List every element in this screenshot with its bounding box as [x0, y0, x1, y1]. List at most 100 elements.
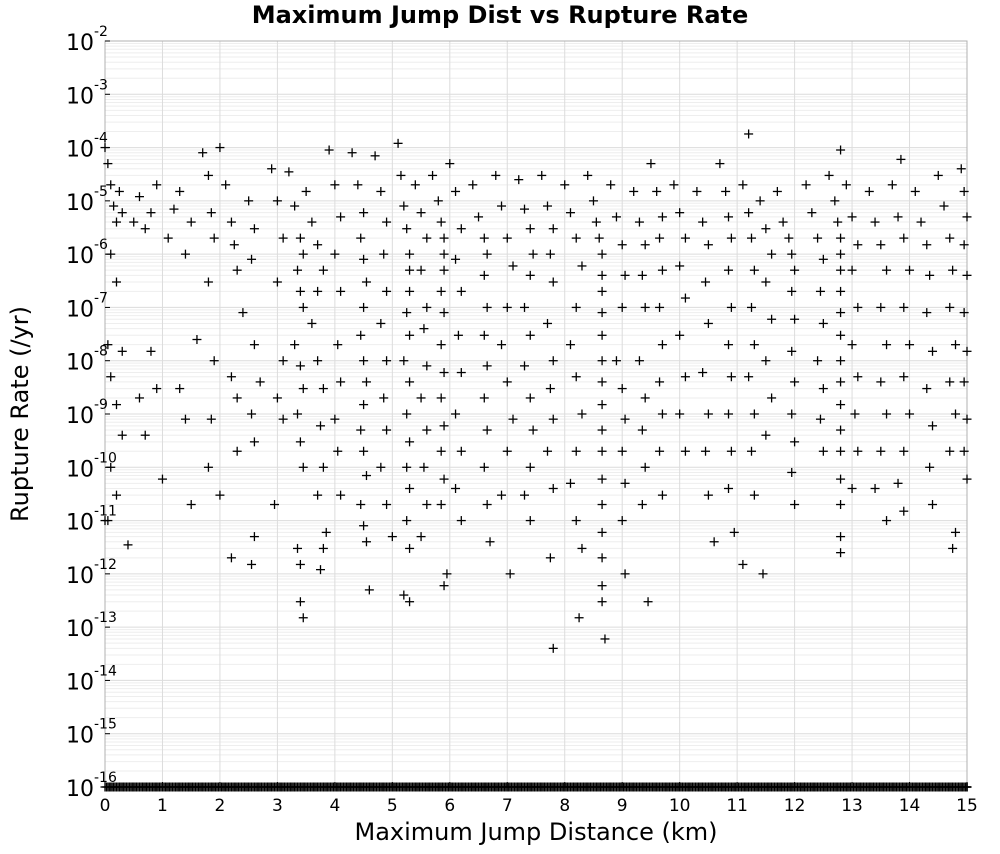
data-point — [787, 286, 797, 296]
y-tick-label: 10-8 — [66, 344, 108, 376]
data-point — [675, 330, 685, 340]
data-point — [508, 414, 518, 424]
data-point — [583, 170, 593, 180]
data-point — [336, 490, 346, 500]
data-point — [951, 409, 961, 419]
data-point — [818, 384, 828, 394]
data-point — [238, 308, 248, 318]
data-point — [405, 597, 415, 607]
y-axis-label: Rupture Rate (/yr) — [6, 306, 34, 522]
data-point — [611, 356, 621, 366]
data-point — [680, 372, 690, 382]
data-point — [433, 196, 443, 206]
data-point — [542, 201, 552, 211]
data-point — [876, 446, 886, 456]
data-point — [249, 340, 259, 350]
data-point — [410, 180, 420, 190]
data-point — [574, 613, 584, 623]
data-point — [146, 208, 156, 218]
data-point — [637, 425, 647, 435]
data-point — [597, 308, 607, 318]
data-point — [698, 217, 708, 227]
data-point — [646, 159, 656, 169]
data-point — [597, 377, 607, 387]
data-point — [249, 224, 259, 234]
data-point — [376, 462, 386, 472]
data-point — [361, 377, 371, 387]
data-point — [232, 446, 242, 456]
data-point — [436, 340, 446, 350]
data-point — [597, 500, 607, 510]
data-point — [876, 377, 886, 387]
data-point — [542, 446, 552, 456]
data-point — [111, 217, 121, 227]
data-point — [744, 208, 754, 218]
data-point — [451, 409, 461, 419]
data-point — [111, 400, 121, 410]
y-tick-label: 10-10 — [66, 450, 117, 482]
data-point — [439, 581, 449, 591]
data-point — [847, 483, 857, 493]
data-point — [548, 224, 558, 234]
data-point — [186, 217, 196, 227]
data-point — [905, 265, 915, 275]
data-point — [370, 151, 380, 161]
data-point — [479, 233, 489, 243]
data-point — [364, 585, 374, 595]
data-point — [290, 201, 300, 211]
data-point — [545, 249, 555, 259]
data-point — [657, 490, 667, 500]
data-point — [910, 186, 920, 196]
data-point — [560, 180, 570, 190]
data-point — [818, 254, 828, 264]
data-point — [514, 175, 524, 185]
x-axis-label: Maximum Jump Distance (km) — [355, 818, 718, 846]
data-point — [152, 384, 162, 394]
data-point — [520, 204, 530, 214]
data-point — [316, 565, 325, 575]
data-point — [853, 240, 863, 250]
data-point — [899, 506, 909, 516]
data-point — [611, 212, 621, 222]
data-point — [215, 143, 225, 153]
data-point — [482, 302, 492, 312]
x-tick-label: 7 — [502, 796, 513, 816]
data-point — [106, 180, 116, 190]
data-point — [192, 335, 202, 345]
data-point — [724, 340, 734, 350]
data-point — [468, 180, 478, 190]
data-point — [419, 324, 429, 334]
grid — [104, 40, 968, 788]
data-point — [577, 409, 587, 419]
data-point — [836, 265, 846, 275]
data-point — [738, 180, 748, 190]
data-point — [318, 384, 328, 394]
data-point — [620, 270, 630, 280]
data-point — [709, 537, 719, 547]
data-point — [111, 490, 121, 500]
axis-ticks: 0 1 2 3 4 5 6 7 8 9 10 11 12 13 14 1510-1610-1510-1410-… — [66, 24, 978, 816]
data-point — [520, 490, 530, 500]
data-point — [801, 180, 811, 190]
data-point — [945, 233, 955, 243]
data-point — [620, 414, 630, 424]
data-point — [422, 302, 432, 312]
data-point — [715, 159, 725, 169]
data-point — [376, 186, 386, 196]
data-point — [597, 474, 607, 484]
data-point — [382, 217, 392, 227]
data-point — [675, 208, 685, 218]
data-point — [180, 414, 190, 424]
data-point — [836, 249, 846, 259]
data-point — [209, 233, 219, 243]
data-point — [772, 186, 782, 196]
data-point — [652, 186, 662, 196]
data-point — [293, 409, 303, 419]
data-point — [111, 277, 121, 287]
data-point — [359, 254, 369, 264]
data-point — [680, 446, 690, 456]
data-point — [129, 217, 139, 227]
data-point — [606, 180, 616, 190]
data-point — [959, 186, 969, 196]
data-point — [405, 377, 415, 387]
